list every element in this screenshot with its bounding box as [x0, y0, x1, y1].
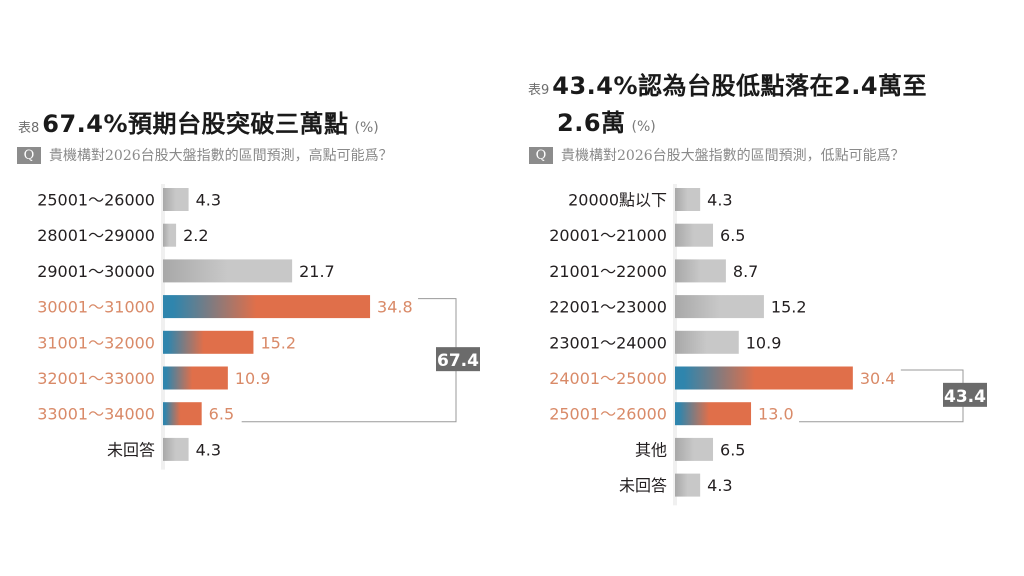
value-label: 13.0 — [758, 405, 794, 424]
bar — [163, 366, 228, 390]
category-label: 20000點以下 — [568, 191, 667, 210]
bar — [675, 366, 853, 390]
question-row: Q 貴機構對2026台股大盤指數的區間預測，低點可能爲？ — [529, 145, 905, 165]
value-label: 2.2 — [183, 226, 208, 245]
category-label: 未回答 — [619, 476, 667, 495]
chart-title-line2: 2.6萬 — [557, 109, 626, 137]
value-label: 4.3 — [196, 191, 221, 210]
bar — [675, 473, 701, 497]
table-number: 表9 — [528, 83, 550, 98]
bar-chart-low: 20000點以下 4.3 20001～21000 6.5 21001～22000 8.7 2… — [549, 184, 987, 506]
category-label: 20001～21000 — [549, 226, 667, 245]
bar — [675, 330, 739, 354]
value-label: 21.7 — [299, 262, 335, 281]
question-row: Q 貴機構對2026台股大盤指數的區間預測，高點可能爲？ — [17, 145, 393, 165]
total-label: 43.4 — [944, 387, 986, 407]
value-label: 4.3 — [196, 440, 221, 459]
bar — [163, 188, 189, 211]
chart-panel-low: 表9 43.4%認為台股低點落在2.4萬至 2.6萬 (%) Q 貴機構對2026台… — [512, 0, 1024, 576]
category-label: 其他 — [635, 440, 667, 459]
category-label: 21001～22000 — [549, 262, 667, 281]
question-text: 貴機構對2026台股大盤指數的區間預測，高點可能爲？ — [49, 148, 393, 164]
value-label: 8.7 — [733, 262, 758, 281]
chart-title-line1: 43.4%認為台股低點落在2.4萬至 — [552, 72, 928, 100]
total-badge — [943, 382, 987, 407]
value-label: 10.9 — [235, 369, 271, 388]
value-label: 30.4 — [860, 369, 896, 388]
bar — [675, 402, 752, 426]
category-label: 33001～34000 — [37, 405, 155, 424]
bar — [163, 437, 189, 461]
unit-label: (%) — [354, 120, 379, 136]
bar — [675, 437, 714, 461]
chart-title: 67.4%預期台股突破三萬點 — [42, 110, 349, 138]
bar — [675, 259, 726, 283]
category-label: 32001～33000 — [37, 369, 155, 388]
q-badge: Q — [17, 146, 41, 164]
value-label: 6.5 — [720, 226, 745, 245]
bar — [675, 188, 701, 211]
category-label: 22001～23000 — [549, 298, 667, 317]
category-label: 25001～26000 — [549, 405, 667, 424]
chart-title-block: 表8 67.4%預期台股突破三萬點 (%) — [18, 104, 379, 139]
category-label: 30001～31000 — [37, 298, 155, 317]
bar — [163, 330, 254, 354]
value-label: 34.8 — [377, 298, 413, 317]
bar — [163, 223, 177, 247]
category-label: 29001～30000 — [37, 262, 155, 281]
category-label: 未回答 — [107, 440, 155, 459]
axis-shadow — [161, 184, 165, 470]
bar — [163, 295, 371, 319]
value-label: 4.3 — [707, 476, 732, 495]
total-badge — [436, 347, 480, 372]
bar — [163, 402, 202, 426]
question-text: 貴機構對2026台股大盤指數的區間預測，低點可能爲？ — [561, 148, 905, 164]
value-label: 15.2 — [771, 298, 807, 317]
value-label: 6.5 — [209, 405, 234, 424]
table-number: 表8 — [18, 121, 40, 136]
value-label: 6.5 — [720, 440, 745, 459]
bar — [675, 223, 714, 247]
chart-title-block: 表9 43.4%認為台股低點落在2.4萬至 2.6萬 (%) — [528, 70, 927, 143]
value-label: 15.2 — [260, 333, 296, 352]
total-label: 67.4 — [437, 351, 479, 371]
value-label: 10.9 — [746, 333, 782, 352]
category-label: 24001～25000 — [549, 369, 667, 388]
chart-panel-high: 表8 67.4%預期台股突破三萬點 (%) Q 貴機構對2026台股大盤指數的區間預… — [17, 104, 480, 470]
bar-chart-high: 25001～26000 4.3 28001～29000 2.2 29001～30000 2… — [37, 184, 480, 470]
bar — [675, 295, 764, 319]
category-label: 25001～26000 — [37, 191, 155, 210]
q-badge: Q — [529, 146, 553, 164]
category-label: 28001～29000 — [37, 226, 155, 245]
unit-label: (%) — [631, 119, 656, 135]
bar — [163, 259, 293, 283]
value-label: 4.3 — [707, 191, 732, 210]
category-label: 23001～24000 — [549, 333, 667, 352]
category-label: 31001～32000 — [37, 333, 155, 352]
